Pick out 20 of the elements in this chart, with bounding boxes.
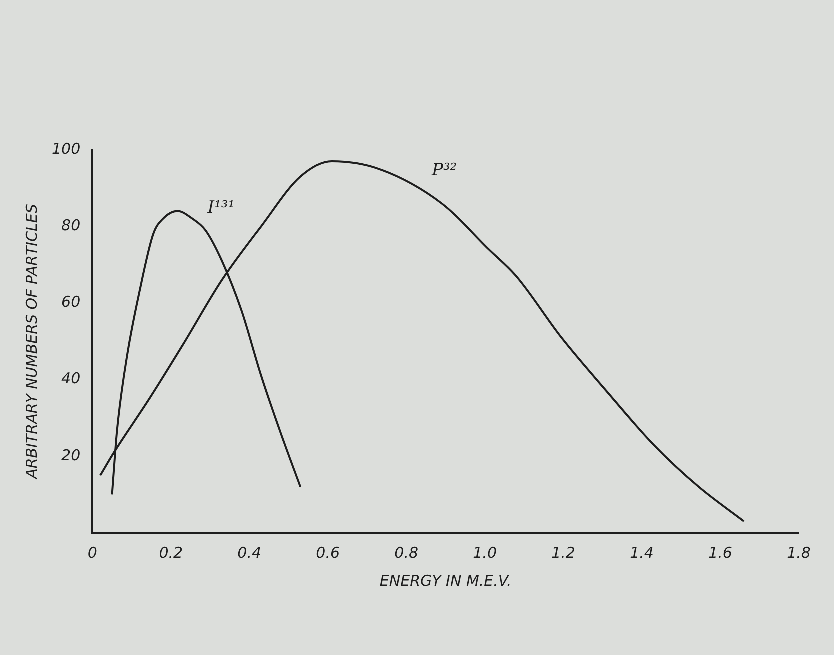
- x-tick-label: 0: [88, 544, 98, 562]
- series-label: P³²: [431, 160, 458, 180]
- y-tick-label: 20: [62, 446, 81, 464]
- y-tick-label: 80: [62, 216, 81, 234]
- x-tick-label: 0.2: [159, 544, 184, 562]
- x-tick-label: 0.4: [238, 544, 262, 562]
- y-tick-label: 40: [62, 370, 81, 388]
- y-tick-label: 60: [62, 293, 81, 312]
- series-label: I¹³¹: [206, 198, 235, 218]
- x-tick-label: 0.8: [394, 544, 418, 562]
- x-axis-title: ENERGY IN M.E.V.: [380, 572, 512, 590]
- x-tick-label: 1.2: [552, 544, 576, 562]
- y-axis-title: ARBITRARY NUMBERS OF PARTICLES: [22, 204, 41, 480]
- x-tick-label: 1.0: [473, 544, 497, 562]
- x-tick-label: 1.6: [708, 544, 732, 562]
- line-series: [99, 160, 746, 523]
- x-tick-label: 1.4: [630, 544, 654, 562]
- x-tick-label: 0.6: [316, 544, 340, 562]
- x-tick-label: 1.8: [787, 544, 811, 562]
- y-tick-label: 100: [52, 140, 81, 158]
